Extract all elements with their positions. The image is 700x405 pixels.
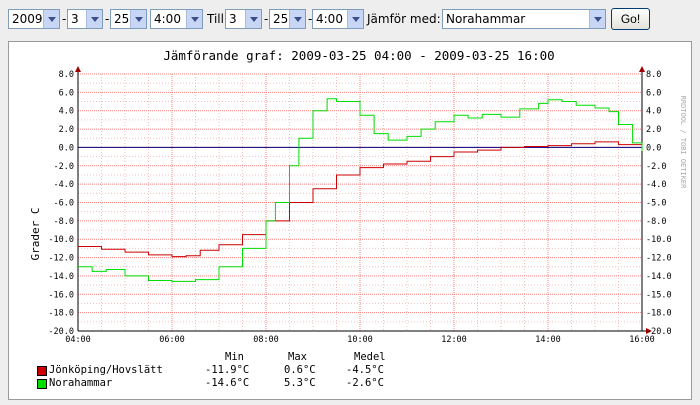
chevron-down-icon [86,10,102,28]
y-tick-label-left: -10.0 [48,235,74,245]
y-tick-label-right: -2.0 [646,162,666,172]
y-tick-label-left: 6.0 [59,88,74,98]
graph-panel: Jämförande graf: 2009-03-25 04:00 - 2009… [8,41,692,400]
y-tick-label-right: -10.0 [646,235,672,245]
y-tick-label-right: -14.0 [646,272,672,282]
separator: - [308,12,313,26]
y-tick-label-left: 2.0 [59,125,74,135]
y-tick-label-right: -8.0 [646,217,666,227]
x-tick-label: 06:00 [159,335,185,345]
y-tick-label-right: -12.0 [646,254,672,264]
x-tick-label: 12:00 [441,335,467,345]
y-tick-label-left: 4.0 [59,107,74,117]
chevron-down-icon [245,10,261,28]
chevron-down-icon [43,10,59,28]
from-year-select[interactable]: 2009 [8,9,60,29]
legend-swatch-green [37,379,47,389]
separator: - [264,12,269,26]
x-tick-label: 04:00 [65,335,91,345]
legend-mean-2: -2.6°C [346,377,384,389]
y-tick-label-left: -16.0 [48,290,74,300]
legend-header-min: Min [225,351,244,363]
from-day-select[interactable]: 25 [110,9,147,29]
compare-label: Jämför med: [367,12,441,26]
chart-title: Jämförande graf: 2009-03-25 04:00 - 2009… [163,48,554,63]
arrow-right-icon [646,328,652,334]
series-lines [78,98,643,282]
y-axis-label: Grader C [29,208,42,261]
y-tick-label-right: -15.0 [646,290,672,300]
y-tick-label-left: -2.0 [54,162,74,172]
y-tick-label-right: 8.0 [646,70,661,80]
chevron-down-icon [289,10,305,28]
series-line-2 [78,98,643,282]
y-tick-label-left: 8.0 [59,70,74,80]
y-tick-label-left: -4.0 [54,180,74,190]
legend-header-mean: Medel [354,351,386,363]
y-tick-label-right: 0.0 [646,143,661,153]
y-tick-label-left: 0.0 [59,143,74,153]
y-tick-label-left: -20.0 [48,327,74,337]
separator: - [105,12,110,26]
x-tick-label: 16:00 [629,335,655,345]
legend-header-max: Max [288,351,307,363]
y-tick-label-right: 2.0 [646,125,661,135]
temperature-chart: Jämförande graf: 2009-03-25 04:00 - 2009… [29,48,687,345]
legend-swatch-red [37,366,47,376]
chevron-down-icon [186,10,202,28]
x-tick-label: 10:00 [347,335,373,345]
chevron-down-icon [130,10,146,28]
legend-max-2: 5.3°C [284,377,316,389]
y-tick-label-left: -14.0 [48,272,74,282]
from-month-select[interactable]: 3 [67,9,103,29]
tick-labels: 8.0 6.0 4.0 2.0 0.0 -2.0 -4.0 -6.0 -8.0 -10.0 -12.… [48,70,671,345]
legend-min-1: -11.9°C [205,364,250,376]
go-button[interactable]: Go! [611,8,650,30]
arrow-up-icon [639,66,645,72]
to-month-select[interactable]: 3 [225,9,262,29]
y-tick-label-right: -5.0 [646,199,666,209]
y-tick-label-left: -12.0 [48,254,74,264]
y-tick-label-right: 4.0 [646,107,661,117]
till-label: Till [207,12,224,26]
separator: - [62,12,67,26]
y-tick-label-left: -6.0 [54,199,74,209]
compare-station-select[interactable]: Norahammar [442,9,606,29]
x-tick-label: 14:00 [535,335,561,345]
legend-name-2: Norahammar [49,377,113,389]
y-tick-label-left: -8.0 [54,217,74,227]
arrow-up-icon [75,66,81,72]
legend-name-1: Jönköping/Hovslätt [49,364,163,376]
y-tick-label-right: -4.0 [646,180,666,190]
legend-min-2: -14.6°C [205,377,250,389]
x-tick-label: 08:00 [253,335,279,345]
y-tick-label-right: -20.0 [646,327,672,337]
chevron-down-icon [347,10,363,28]
to-time-select[interactable]: 4:00 [312,9,364,29]
y-tick-label-right: -18.0 [646,309,672,319]
watermark: RRDTOOL / TOBI OETIKER [679,96,687,190]
from-time-select[interactable]: 4:00 [150,9,203,29]
y-tick-label-left: -18.0 [48,309,74,319]
y-tick-label-right: 6.0 [646,88,661,98]
series-line-1 [78,141,643,258]
legend-max-1: 0.6°C [284,364,316,376]
axes [75,66,652,334]
to-day-select[interactable]: 25 [269,9,306,29]
legend-mean-1: -4.5°C [346,364,384,376]
filter-toolbar: 2009 - 3 - 25 4:00 Till 3 - 25 - 4:00 Jä… [0,0,700,40]
chevron-down-icon [589,10,605,28]
